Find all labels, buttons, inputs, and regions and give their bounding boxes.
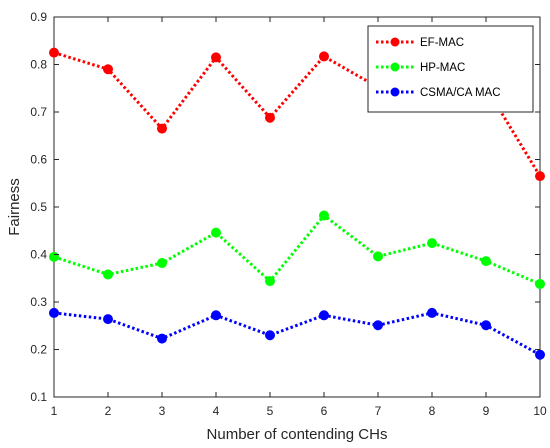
series-line-3	[53, 311, 541, 357]
data-point	[265, 112, 275, 123]
data-point	[211, 52, 221, 63]
y-axis-label: Fairness	[6, 178, 23, 236]
data-point	[427, 307, 437, 318]
x-tick-label: 9	[483, 404, 490, 418]
data-point	[427, 238, 437, 249]
y-tick-label: 0.4	[30, 248, 47, 262]
data-point	[481, 320, 491, 331]
y-tick-label: 0.8	[30, 58, 47, 72]
legend-label: EF-MAC	[420, 37, 464, 49]
data-point	[319, 210, 329, 221]
data-point	[157, 123, 167, 134]
x-tick-label: 4	[213, 404, 220, 418]
x-axis-label: Number of contending CHs	[207, 426, 388, 443]
legend: EF-MAC HP-MAC CSMA/CA MAC	[367, 25, 534, 113]
data-point	[535, 278, 545, 289]
y-tick-label: 0.3	[30, 295, 47, 309]
data-point	[103, 314, 113, 325]
data-point	[157, 258, 167, 269]
x-tick-label: 8	[429, 404, 436, 418]
y-tick-label: 0.1	[30, 390, 47, 404]
x-tick-label: 5	[267, 404, 274, 418]
data-point	[319, 51, 329, 62]
data-point	[265, 276, 275, 287]
data-point	[103, 269, 113, 280]
data-point	[535, 349, 545, 360]
data-point	[49, 251, 59, 262]
data-point	[157, 333, 167, 344]
legend-label: CSMA/CA MAC	[420, 87, 501, 99]
series-line-1	[53, 51, 542, 177]
y-tick-label: 0.2	[30, 343, 47, 357]
axis-ticks: 1 2 3 4 5 6 7 8 9 10 0.1 0.2 0.3 0.4 0.5 0.6 0.7 0.8 0.9	[30, 10, 547, 418]
data-point	[211, 227, 221, 238]
y-tick-label: 0.7	[30, 105, 47, 119]
x-tick-label: 7	[375, 404, 382, 418]
x-tick-label: 3	[159, 404, 166, 418]
data-point	[481, 256, 491, 267]
legend-marker	[390, 62, 400, 72]
data-point	[373, 320, 383, 331]
legend-marker	[390, 87, 400, 97]
x-tick-label: 6	[321, 404, 328, 418]
data-point	[211, 310, 221, 321]
data-point	[319, 310, 329, 321]
data-point	[103, 64, 113, 75]
x-tick-label: 1	[51, 404, 58, 418]
data-point	[49, 47, 59, 58]
y-tick-label: 0.6	[30, 153, 47, 167]
y-tick-label: 0.5	[30, 200, 47, 214]
legend-marker	[390, 37, 400, 47]
x-tick-label: 2	[105, 404, 112, 418]
data-point	[373, 251, 383, 262]
data-point	[49, 307, 59, 318]
y-tick-label: 0.9	[30, 10, 47, 24]
legend-label: HP-MAC	[420, 62, 465, 74]
data-point	[265, 330, 275, 341]
data-point	[535, 171, 545, 182]
x-tick-label: 10	[533, 404, 547, 418]
